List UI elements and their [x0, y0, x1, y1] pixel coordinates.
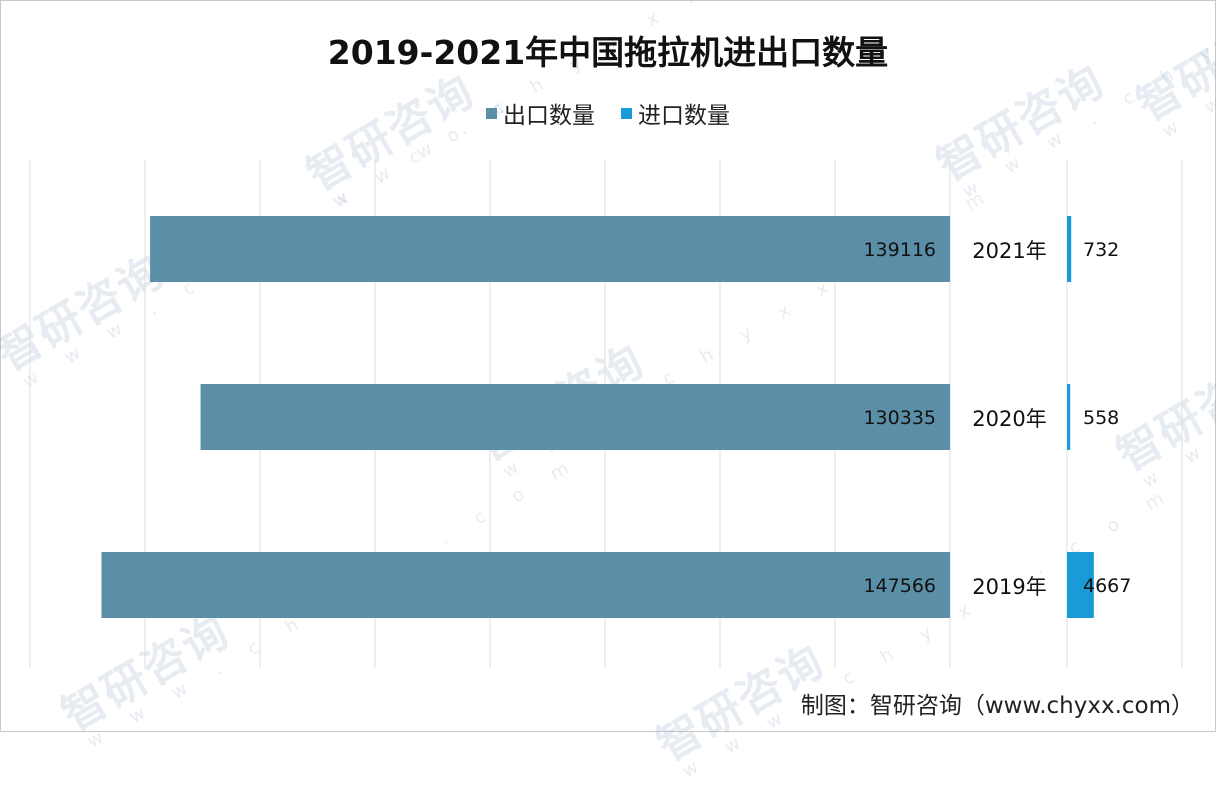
chart-legend: 出口数量 进口数量: [0, 96, 1216, 130]
legend-item-export: 出口数量: [486, 96, 595, 130]
bar-chart: 139116 2021年 732 130335 2020年 558 147566 2019年 4…: [29, 160, 1183, 668]
category-label: 2019年: [972, 575, 1046, 599]
import-data-label: 732: [1083, 239, 1119, 261]
import-bar: [1067, 384, 1071, 450]
import-data-label: 558: [1083, 407, 1119, 429]
export-bar: [200, 384, 951, 450]
chart-title: 2019-2021年中国拖拉机进出口数量: [327, 33, 889, 72]
legend-swatch-import: [621, 107, 632, 119]
import-data-label: 4667: [1083, 575, 1131, 597]
import-bar: [1067, 552, 1094, 618]
category-label: 2020年: [972, 407, 1046, 431]
category-label: 2021年: [972, 239, 1046, 263]
import-bar: [1067, 216, 1072, 282]
source-note: 制图：智研咨询（www.chyxx.com）: [800, 693, 1194, 719]
export-data-label: 130335: [863, 407, 936, 429]
legend-swatch-export: [486, 107, 497, 119]
legend-label-export: 出口数量: [503, 103, 595, 129]
export-bar: [101, 552, 951, 618]
export-bar: [150, 216, 950, 282]
legend-item-import: 进口数量: [621, 96, 730, 130]
legend-label-import: 进口数量: [638, 103, 730, 129]
export-data-label: 139116: [863, 239, 936, 261]
export-data-label: 147566: [863, 575, 936, 597]
